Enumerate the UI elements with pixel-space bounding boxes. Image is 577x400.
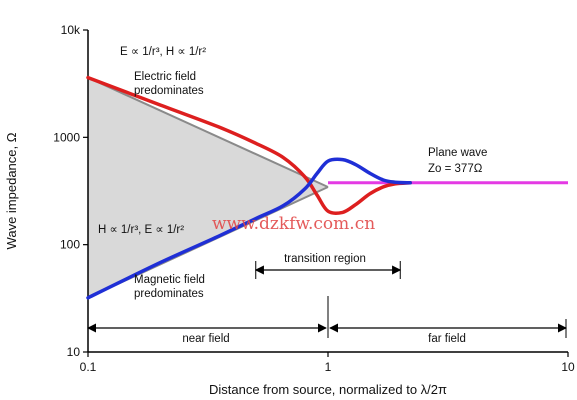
electric-field-formula: E ∝ 1/r³, H ∝ 1/r² [120,46,206,58]
near-field-shaded-region [88,77,326,298]
series-line-electric [86,75,412,216]
plane-wave-label: Plane wave [428,147,487,159]
magnetic-field-label-line2: predominates [134,288,204,300]
y-axis-title: Wave impedance, Ω [4,132,19,249]
transition-region-label: transition region [284,253,366,265]
y-tick-label: 10 [67,345,81,359]
x-axis-title: Distance from source, normalized to λ/2π [209,382,447,397]
plane-wave-impedance-label: Zo = 377Ω [428,163,483,175]
x-tick-group: 0.1 1 10 [80,352,575,374]
magnetic-field-label-line1: Magnetic field [134,274,205,286]
x-tick-label: 0.1 [80,360,97,374]
electric-field-label-line1: Electric field [134,71,196,83]
y-tick-label: 100 [60,238,80,252]
near-field-label: near field [182,333,229,345]
far-field-label: far field [428,333,466,345]
electric-field-label-line2: predominates [134,85,204,97]
x-tick-label: 1 [325,360,332,374]
watermark: www.dzkfw.com.cn [212,214,375,234]
y-tick-label: 1000 [53,130,80,144]
series-line-magnetic [86,157,412,300]
x-tick-label: 10 [561,360,575,374]
y-tick-group: 10 100 1000 10k [53,23,88,359]
electric-asymptote-line [87,76,329,188]
y-tick-label: 10k [61,23,81,37]
magnetic-field-formula: H ∝ 1/r³, E ∝ 1/r² [98,224,184,236]
